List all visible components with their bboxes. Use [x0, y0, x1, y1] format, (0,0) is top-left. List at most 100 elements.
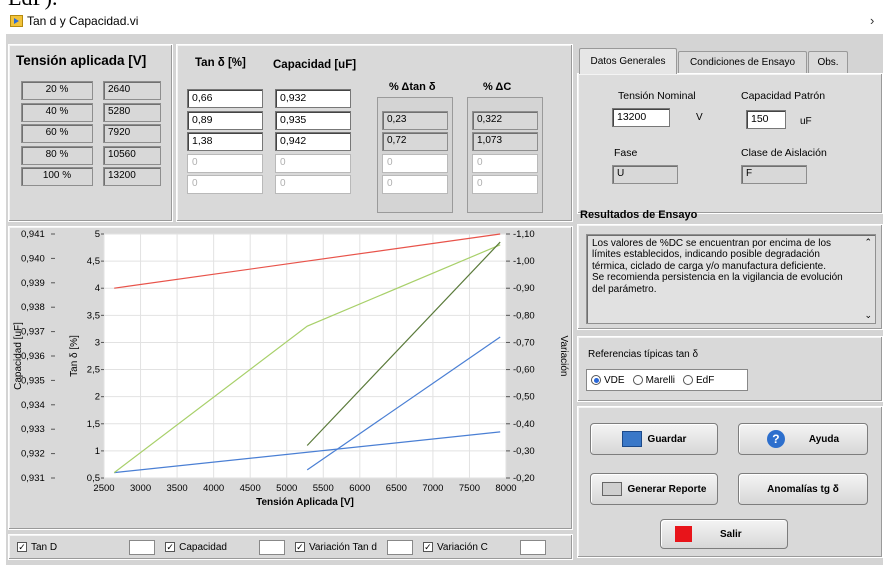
tan-tick-label: 1 — [95, 446, 100, 457]
legend-swatch-tan[interactable] — [129, 539, 156, 555]
tab-obs[interactable]: Obs. — [808, 51, 848, 73]
cap-cell: 0,932 — [275, 89, 351, 108]
legend-swatch-cap[interactable] — [258, 539, 285, 555]
tension-panel: Tensión aplicada [V] 20 % 2640 40 % 5280 60 … — [8, 44, 173, 222]
background-text-fragment: EdF). — [8, 0, 58, 10]
var-axis-title: Variación — [558, 336, 569, 377]
report-button[interactable]: Generar Reporte — [590, 473, 718, 505]
x-tick-label: 7500 — [459, 483, 480, 494]
dtan-header: % Δtan δ — [389, 81, 436, 93]
tab-condiciones[interactable]: Condiciones de Ensayo — [678, 51, 807, 73]
legend-variacion-c[interactable]: ✓ Variación C — [422, 542, 488, 553]
legend-swatch-vc[interactable] — [519, 539, 546, 555]
legend-label: Variación Tan d — [308, 541, 377, 553]
chart-panel: 2500 3000 3500 4000 4500 5000 5500 6000 6500 7000… — [8, 226, 573, 530]
results-panel: Los valores de %DC se encuentran por enc… — [577, 224, 883, 330]
general-data-page: Tensión Nominal 13200 V Capacidad Patrón… — [577, 73, 883, 214]
scroll-up-icon[interactable]: ⌃ — [864, 237, 872, 247]
save-label: Guardar — [647, 433, 687, 445]
x-tick-label: 5000 — [276, 483, 297, 494]
radio-edf[interactable]: EdF — [683, 375, 714, 386]
var-tick-label: -0,70 — [513, 337, 535, 348]
anomalies-button[interactable]: Anomalías tg δ — [738, 473, 868, 505]
references-label: Referencias típicas tan δ — [588, 349, 699, 360]
tan-tick-label: 3 — [95, 337, 100, 348]
legend-capacidad[interactable]: ✓ Capacidad — [165, 542, 227, 553]
tension-nominal-field[interactable]: 13200 — [612, 108, 670, 127]
chevron-right-icon[interactable]: › — [870, 13, 875, 28]
dc-cell: 0 — [472, 153, 538, 173]
help-icon: ? — [766, 430, 785, 448]
var-tick-label: -0,50 — [513, 392, 535, 403]
var-tick-label: -0,20 — [513, 473, 535, 484]
dc-header: % ΔC — [483, 81, 512, 93]
tension-percent-cell: 20 % — [21, 81, 93, 100]
exit-button[interactable]: Salir — [660, 519, 788, 549]
x-tick-label: 4500 — [240, 483, 261, 494]
cap-tick-label: 0,937 — [21, 327, 45, 338]
tan-tick-label: 0,5 — [87, 473, 100, 484]
series-line-4 — [306, 241, 501, 446]
cap-tick-label: 0,931 — [21, 473, 45, 484]
dtan-cell: 0 — [382, 175, 448, 194]
fase-label: Fase — [614, 147, 638, 159]
checkbox-checked-icon[interactable]: ✓ — [294, 542, 305, 552]
capacidad-patron-field[interactable]: 150 — [746, 110, 786, 129]
dc-cell: 0 — [472, 175, 538, 194]
report-label: Generar Reporte — [627, 483, 707, 495]
x-tick-label: 6000 — [349, 483, 370, 494]
cap-tick-label: 0,932 — [21, 449, 45, 460]
tan-tick-label: 5 — [95, 229, 100, 240]
results-textbox[interactable]: Los valores de %DC se encuentran por enc… — [586, 234, 876, 324]
tension-voltage-cell: 2640 — [103, 81, 161, 100]
help-button[interactable]: ? Ayuda — [738, 423, 868, 455]
cap-cell: 0,942 — [275, 132, 351, 151]
scroll-down-icon[interactable]: ⌄ — [864, 310, 872, 320]
clase-aislacion-field: F — [741, 165, 807, 184]
cap-tick-label: 0,936 — [21, 351, 45, 362]
radio-vde[interactable]: VDE — [591, 375, 625, 386]
var-tick-label: -0,40 — [513, 419, 535, 430]
var-tick-label: -0,80 — [513, 310, 535, 321]
legend-swatch-vtan[interactable] — [386, 539, 413, 555]
series-line-2 — [113, 244, 501, 474]
var-tick-label: -0,60 — [513, 365, 535, 376]
tan-cell: 0,66 — [187, 89, 263, 108]
dtan-cell: 0,23 — [382, 110, 448, 130]
x-tick-label: 3000 — [130, 483, 151, 494]
series-line-0 — [114, 233, 501, 289]
tab-datos-generales[interactable]: Datos Generales — [579, 48, 677, 74]
plot-area — [103, 233, 507, 479]
anomalies-label: Anomalías tg δ — [767, 483, 839, 495]
radio-marelli[interactable]: Marelli — [632, 375, 675, 386]
tan-cell: 0 — [187, 175, 263, 194]
checkbox-checked-icon[interactable]: ✓ — [17, 542, 27, 552]
references-radio-group: VDE Marelli EdF — [586, 369, 748, 391]
cap-axis-title: Capacidad [uF] — [13, 322, 24, 390]
x-tick-label: 4000 — [203, 483, 224, 494]
legend-variacion-tan[interactable]: ✓ Variación Tan d — [294, 541, 377, 553]
x-axis-title: Tensión Aplicada [V] — [256, 497, 354, 508]
x-tick-label: 5500 — [313, 483, 334, 494]
tension-voltage-cell: 5280 — [103, 102, 161, 122]
checkbox-checked-icon[interactable]: ✓ — [422, 542, 433, 552]
cap-cell: 0 — [275, 153, 351, 173]
tan-tick-label: 2 — [95, 392, 100, 403]
measurement-panel: Tan δ [%] Capacidad [uF] % Δtan δ % ΔC 0… — [176, 44, 573, 222]
capacidad-unit: uF — [800, 116, 812, 127]
radio-icon — [632, 375, 643, 385]
cap-tick-label: 0,935 — [21, 375, 45, 386]
tan-tick-label: 4,5 — [87, 256, 100, 267]
legend-tan[interactable]: ✓ Tan D — [17, 542, 57, 553]
tan-cell: 1,38 — [187, 132, 263, 151]
series-line-3 — [306, 336, 501, 471]
save-button[interactable]: Guardar — [590, 423, 718, 455]
fase-field: U — [612, 165, 678, 184]
x-tick-label: 3500 — [167, 483, 188, 494]
x-tick-label: 2500 — [93, 483, 114, 494]
dtan-cell: 0 — [382, 153, 448, 173]
tan-cell: 0 — [187, 153, 263, 173]
results-text: Los valores de %DC se encuentran por enc… — [592, 238, 843, 295]
dc-cell: 0,322 — [472, 110, 538, 130]
checkbox-checked-icon[interactable]: ✓ — [165, 542, 176, 552]
